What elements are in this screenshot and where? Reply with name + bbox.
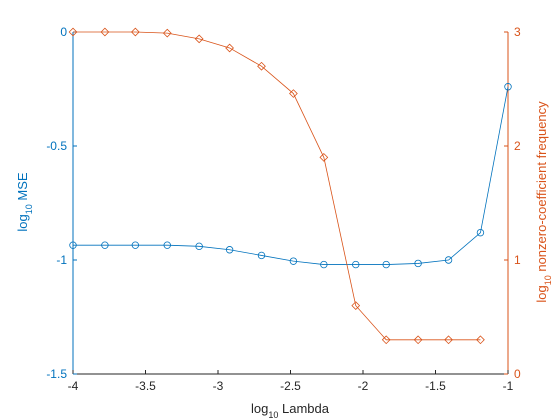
right-y-tick-label: 2	[514, 139, 521, 153]
left-y-tick-label: -0.5	[46, 139, 67, 153]
right-y-axis-label-base: log	[534, 285, 549, 302]
right-y-tick-label: 1	[514, 253, 521, 267]
mse-point	[257, 251, 266, 260]
mse-point	[69, 241, 77, 249]
left-y-axis-ticks: 0 -0.5 -1 -1.5	[46, 25, 77, 381]
x-axis-ticks: -4 -3.5 -3 -2.5 -2 -1.5 -1	[68, 370, 514, 393]
mse-point	[504, 83, 512, 91]
right-y-tick-label: 3	[514, 25, 521, 39]
x-tick-label: -4	[68, 379, 79, 393]
mse-point	[382, 260, 390, 269]
x-tick-label: -1	[503, 379, 514, 393]
mse-point	[352, 260, 360, 269]
mse-point	[163, 241, 171, 249]
left-y-axis-label-rest: MSE	[15, 172, 30, 204]
left-y-tick-label: 0	[60, 25, 67, 39]
frequency-point	[100, 27, 110, 37]
x-tick-label: -2	[358, 379, 369, 393]
frequency-point	[130, 27, 140, 37]
x-axis-label-base: log	[251, 401, 268, 416]
frequency-line	[73, 31, 481, 341]
x-axis-label-rest: Lambda	[278, 401, 329, 416]
mse-point	[101, 241, 109, 249]
mse-point	[289, 257, 298, 265]
mse-point	[444, 256, 453, 264]
right-y-tick-label: 0	[514, 367, 521, 381]
mse-point	[225, 246, 234, 254]
frequency-point	[381, 335, 391, 345]
mse-point	[195, 242, 203, 251]
left-y-axis-label-subscript: 10	[24, 204, 34, 214]
right-y-axis-label-subscript: 10	[543, 275, 553, 285]
frequency-point	[194, 34, 204, 44]
right-y-axis-label-rest: nonzero-coefficient frequency	[534, 101, 549, 275]
x-axis-label: log10 Lambda	[251, 401, 330, 420]
frequency-point	[257, 61, 266, 71]
series-nonzero-frequency	[68, 27, 485, 345]
frequency-point	[162, 28, 172, 38]
left-y-tick-label: -1.5	[46, 367, 67, 381]
frequency-point	[68, 27, 78, 37]
x-tick-label: -3.5	[135, 379, 156, 393]
series-mse	[69, 83, 512, 269]
frequency-point	[289, 89, 298, 98]
left-y-axis-label-base: log	[15, 214, 30, 231]
mse-point	[131, 241, 140, 249]
x-tick-label: -3	[213, 379, 224, 393]
plot-frame	[72, 32, 509, 375]
left-y-axis-label: log10 MSE	[15, 172, 34, 231]
frequency-point	[413, 335, 423, 345]
frequency-point	[476, 335, 485, 345]
x-tick-label: -1.5	[425, 379, 446, 393]
mse-point	[320, 260, 328, 269]
x-axis-label-subscript: 10	[268, 410, 278, 420]
right-y-axis-ticks: 3 2 1 0	[504, 25, 521, 381]
mse-point	[414, 259, 422, 268]
mse-point	[476, 228, 485, 237]
frequency-point	[351, 301, 361, 310]
x-tick-label: -2.5	[280, 379, 301, 393]
right-y-axis-label: log10 nonzero-coefficient frequency	[534, 101, 553, 303]
frequency-point	[444, 335, 453, 345]
frequency-point	[319, 153, 329, 162]
frequency-point	[225, 43, 234, 53]
left-y-tick-label: -1	[56, 253, 67, 267]
mse-line	[73, 86, 509, 265]
